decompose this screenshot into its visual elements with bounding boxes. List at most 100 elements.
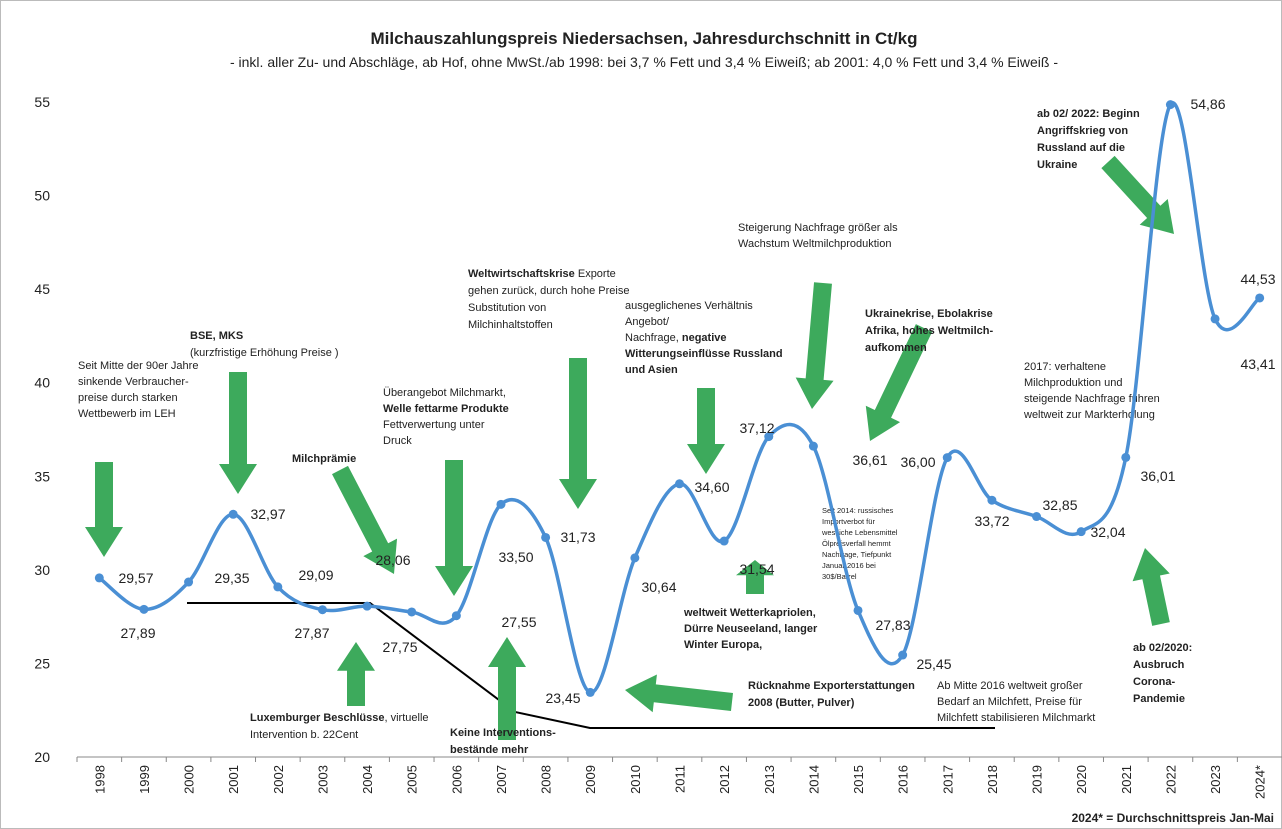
value-label: 27,55 — [501, 614, 536, 630]
annotation: 2017: verhaltene — [1024, 361, 1106, 373]
annotation-run: Intervention b. 22Cent — [250, 729, 358, 741]
annotation: steigende Nachfrage führen — [1024, 393, 1160, 405]
value-label: 29,09 — [298, 567, 333, 583]
x-tick-label: 2009 — [583, 765, 598, 794]
annotation: Ausbruch — [1133, 659, 1185, 671]
point — [94, 573, 104, 583]
y-tick-label: 45 — [34, 281, 50, 297]
annotation-run: Fettverwertung unter — [383, 419, 485, 431]
annotation-run: Keine Interventions- — [450, 727, 556, 739]
x-tick-label: 2016 — [896, 765, 911, 794]
arrows — [85, 155, 1174, 740]
annotation: Milchfett stabilisieren Milchmarkt — [937, 712, 1095, 724]
point — [853, 605, 863, 615]
point — [317, 605, 327, 615]
arrow — [865, 324, 933, 441]
annotation: Afrika, hohes Weltmilch- — [865, 325, 993, 337]
x-tick-label: 2018 — [985, 765, 1000, 794]
annotation-run: weltweit zur Markterholung — [1023, 409, 1155, 421]
value-label: 28,06 — [375, 552, 410, 568]
point — [273, 582, 283, 592]
annotation-run: Substitution von — [468, 302, 546, 314]
point — [808, 441, 818, 451]
value-label: 23,45 — [545, 690, 580, 706]
arrow — [625, 674, 734, 713]
annotation-run: westliche Lebensmittel — [821, 528, 898, 537]
annotation: Winter Europa, — [684, 639, 762, 651]
annotation: Nachfrage, negative — [625, 332, 727, 344]
arrow — [687, 388, 725, 474]
annotation: Milchprämie — [292, 453, 356, 465]
x-tick-label: 2011 — [673, 765, 688, 793]
annotation-run: Pandemie — [1133, 693, 1185, 705]
value-label: 34,60 — [694, 479, 729, 495]
annotation-run: Russland auf die — [1037, 142, 1125, 154]
x-tick-label: 2020 — [1074, 765, 1089, 794]
value-label: 27,89 — [120, 625, 155, 641]
arrow — [435, 460, 473, 596]
annotation-run: (kurzfristige Erhöhung Preise ) — [190, 347, 339, 359]
annotation-run: Afrika, hohes Weltmilch- — [865, 325, 993, 337]
point — [1210, 314, 1220, 324]
point — [764, 432, 774, 442]
annotation-run: Nachfrage, — [625, 332, 682, 344]
annotation: Fettverwertung unter — [383, 419, 485, 431]
annotation-run: Exporte — [575, 268, 616, 280]
annotation-run: Nachfrage, Tiefpunkt — [822, 550, 892, 559]
x-tick-label: 2023 — [1208, 765, 1223, 794]
point — [541, 532, 551, 542]
x-tick-label: 2013 — [762, 765, 777, 794]
annotation: Seit Mitte der 90er Jahre — [78, 360, 198, 372]
annotation: Luxemburger Beschlüsse, virtuelle — [250, 712, 429, 724]
value-label: 44,53 — [1240, 271, 1275, 287]
point — [585, 687, 595, 697]
value-label: 36,00 — [900, 454, 935, 470]
point — [898, 650, 908, 660]
point — [942, 453, 952, 463]
y-tick-label: 25 — [34, 655, 50, 671]
annotation-run: Milchproduktion und — [1024, 377, 1122, 389]
annotation: Rücknahme Exporterstattungen — [748, 680, 915, 692]
value-label: 54,86 — [1190, 96, 1225, 112]
annotation-run: steigende Nachfrage führen — [1024, 393, 1160, 405]
annotation: ab 02/ 2022: Beginn — [1037, 108, 1140, 120]
point — [184, 577, 194, 587]
value-label: 33,50 — [498, 549, 533, 565]
annotation: 30$/Barrel — [822, 572, 857, 581]
annotation: Ölpreisverfall hemmt — [822, 539, 892, 548]
annotation: Nachfrage, Tiefpunkt — [822, 550, 892, 559]
point — [139, 604, 149, 614]
annotation-run: Luxemburger Beschlüsse — [250, 712, 385, 724]
point — [1165, 100, 1175, 110]
annotation-run: Ab Mitte 2016 weltweit großer — [937, 680, 1083, 692]
annotation: Dürre Neuseeland, langer — [684, 623, 818, 635]
value-label: 32,85 — [1042, 497, 1077, 513]
annotation: Importverbot für — [822, 517, 875, 526]
annotation: westliche Lebensmittel — [821, 528, 898, 537]
annotation-run: Rücknahme Exporterstattungen — [748, 680, 915, 692]
x-tick-label: 1998 — [92, 765, 107, 794]
x-tick-label: 2006 — [449, 765, 464, 794]
annotation: BSE, MKS — [190, 330, 243, 342]
annotation-run: Bedarf an Milchfett, Preise für — [937, 696, 1082, 708]
annotation-run: Ukrainekrise, Ebolakrise — [865, 308, 993, 320]
x-tick-label: 2014 — [806, 765, 821, 794]
point — [451, 611, 461, 621]
annotation: Überangebot Milchmarkt, — [383, 387, 506, 399]
annotation: Wettbewerb im LEH — [78, 408, 176, 420]
y-tick-label: 40 — [34, 375, 50, 391]
value-label: 31,54 — [739, 561, 774, 577]
point — [1255, 293, 1265, 303]
point — [675, 479, 684, 489]
annotation-run: und Asien — [625, 364, 678, 376]
point — [1121, 452, 1131, 462]
x-tick-label: 2022 — [1163, 765, 1178, 794]
annotation-run: bestände mehr — [450, 744, 529, 756]
annotation: Keine Interventions- — [450, 727, 556, 739]
annotation-run: negative — [682, 332, 727, 344]
annotation: Weltwirtschaftskrise Exporte — [468, 268, 616, 280]
annotation-run: , virtuelle — [385, 712, 429, 724]
value-label: 36,61 — [852, 452, 887, 468]
x-tick-label: 2017 — [940, 765, 955, 794]
x-tick-label: 2012 — [717, 765, 732, 794]
